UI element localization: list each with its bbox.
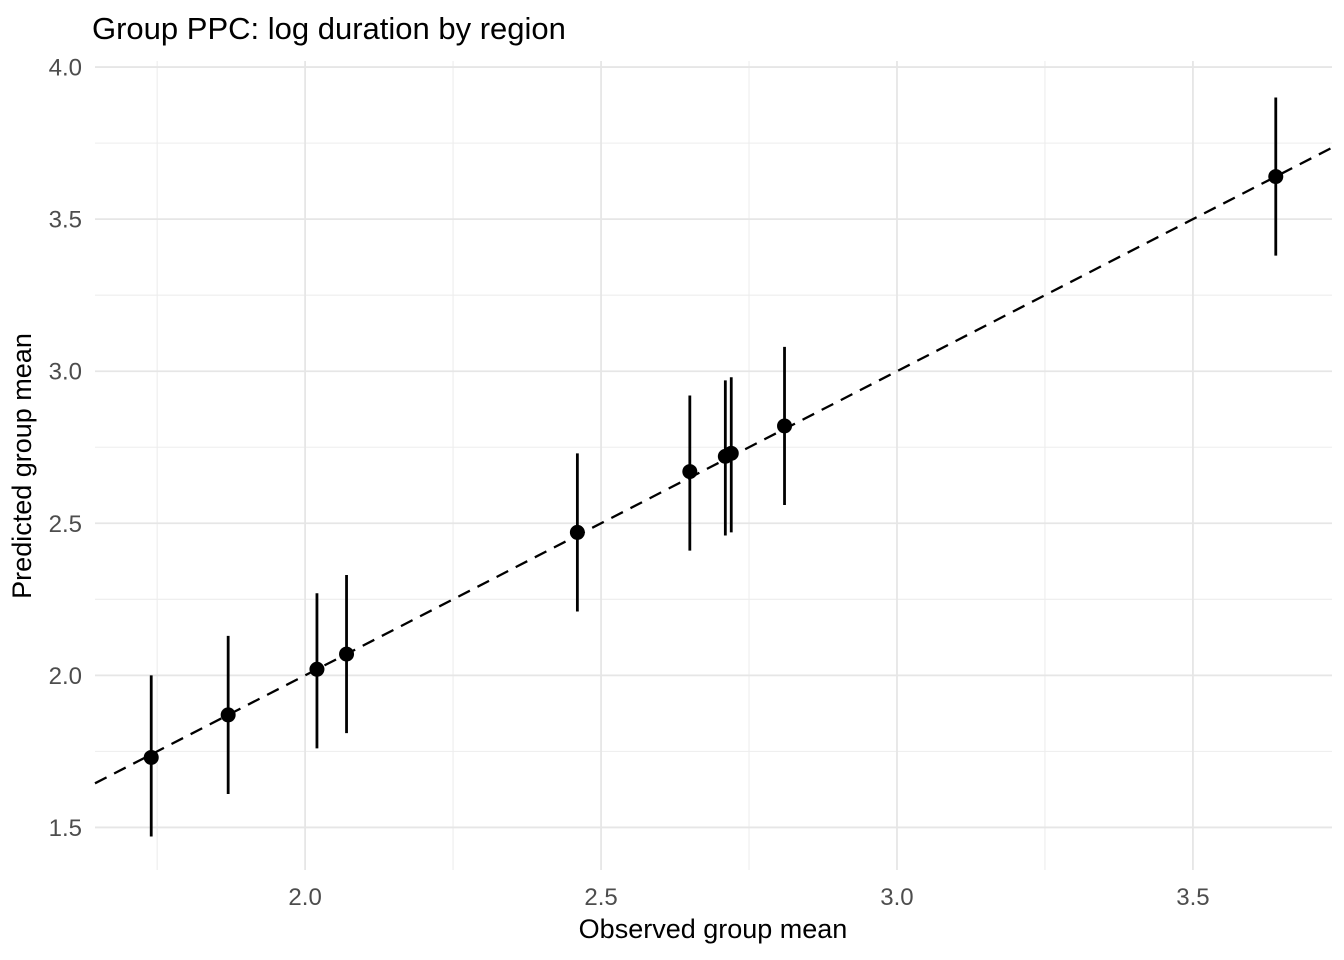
data-point bbox=[777, 418, 793, 434]
data-point bbox=[682, 464, 698, 480]
grid-layer bbox=[95, 61, 1332, 870]
data-point bbox=[1268, 169, 1284, 185]
y-tick-label: 2.5 bbox=[49, 511, 82, 538]
data-point bbox=[143, 749, 159, 765]
data-point bbox=[569, 524, 585, 540]
x-tick-label: 3.0 bbox=[880, 884, 913, 911]
y-axis-title: Predicted group mean bbox=[7, 333, 37, 599]
data-layer bbox=[94, 97, 1333, 837]
data-point bbox=[723, 445, 739, 461]
plot-title: Group PPC: log duration by region bbox=[92, 11, 566, 46]
x-axis-title: Observed group mean bbox=[579, 914, 848, 944]
x-tick-label: 2.0 bbox=[288, 884, 321, 911]
x-tick-label: 3.5 bbox=[1176, 884, 1209, 911]
x-tick-label: 2.5 bbox=[584, 884, 617, 911]
y-tick-label: 3.0 bbox=[49, 359, 82, 386]
identity-reference-line bbox=[94, 146, 1333, 785]
y-tick-label: 2.0 bbox=[49, 663, 82, 690]
data-point bbox=[309, 661, 325, 677]
tick-layer: 2.0 2.5 3.0 3.5 1.5 2.0 2.5 3.0 3.5 4.0 bbox=[49, 55, 1210, 911]
y-tick-label: 3.5 bbox=[49, 207, 82, 234]
data-point bbox=[339, 646, 355, 662]
y-tick-label: 1.5 bbox=[49, 815, 82, 842]
data-point bbox=[220, 707, 236, 723]
y-tick-label: 4.0 bbox=[49, 55, 82, 82]
